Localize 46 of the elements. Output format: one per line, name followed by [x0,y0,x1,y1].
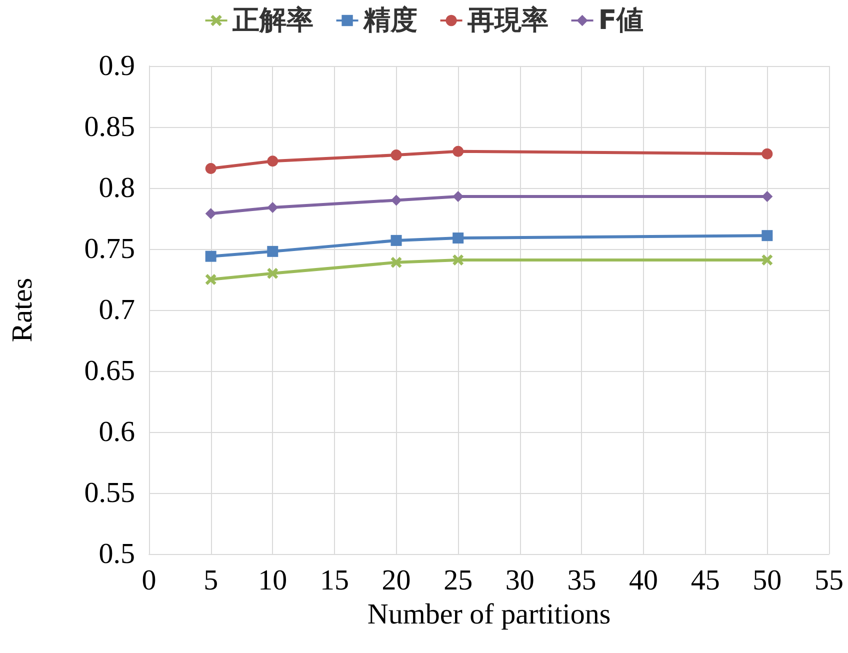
x-axis-title: Number of partitions [367,598,611,630]
point [205,250,216,262]
point [390,256,402,268]
y-tick-label: 0.75 [84,233,135,265]
y-tick-label: 0.65 [84,355,135,387]
x-tick-label: 40 [629,564,658,596]
point [267,246,278,257]
x-tick-label: 35 [567,564,596,596]
x-tick-label: 0 [142,564,156,596]
point [205,208,216,220]
x-tick-label: 25 [444,564,473,596]
point [267,268,278,279]
point [390,194,402,206]
x-tick-label: 45 [690,564,720,596]
y-tick-label: 0.85 [84,111,135,143]
point [267,202,278,214]
x-tick-label: 5 [204,564,218,596]
point [452,254,464,266]
x-tick-label: 55 [814,564,844,596]
point [205,274,216,285]
y-tick-label: 0.7 [98,294,135,326]
point [205,162,216,174]
point [390,150,402,161]
point [267,156,278,167]
x-tick-label: 10 [258,564,288,596]
point [762,230,773,242]
legend-label: 精度 [362,5,418,36]
legend-label: 再現率 [466,5,548,36]
point [452,146,464,157]
point [762,148,773,160]
x-tick-label: 30 [505,564,534,596]
y-tick-label: 0.55 [84,477,135,509]
point [762,191,773,202]
y-tick-label: 0.6 [98,416,135,448]
point [762,254,773,266]
x-tick-label: 15 [320,564,349,596]
y-axis-title: Rates [6,278,38,342]
y-tick-label: 0.8 [98,172,135,204]
legend-label: F値 [598,5,644,36]
y-tick-label: 0.9 [98,50,135,82]
x-tick-label: 50 [752,564,782,596]
x-tick-label: 20 [382,564,411,596]
y-tick-label: 0.5 [98,538,135,570]
point [452,232,464,244]
legend-label: 正解率 [231,5,314,36]
point [390,234,402,246]
